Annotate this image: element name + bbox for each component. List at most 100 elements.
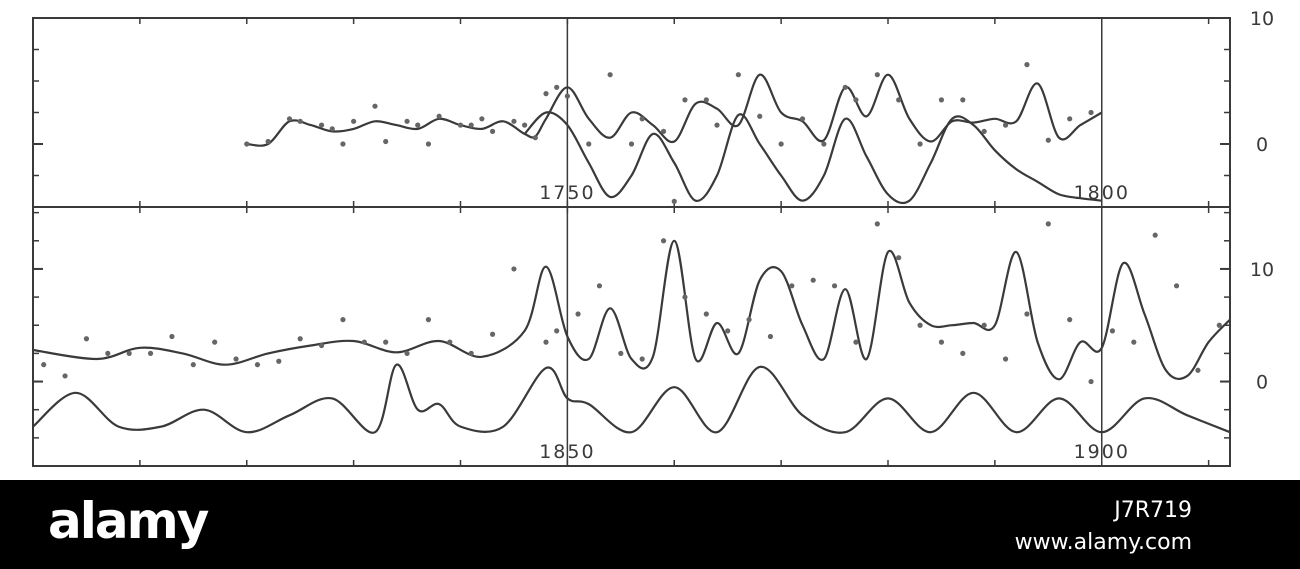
data-point [1131, 339, 1137, 345]
data-point [960, 350, 966, 356]
data-point [41, 362, 47, 368]
data-point [489, 128, 496, 134]
data-point [874, 72, 880, 78]
series-line-1-1 [32, 363, 1231, 434]
data-point [1045, 221, 1051, 227]
data-point [639, 116, 645, 122]
data-point [1067, 317, 1073, 323]
data-point [404, 350, 410, 356]
data-point [286, 116, 293, 122]
chart-figure: 1750 1800 0 10 1850 1900 0 10 [32, 8, 1275, 467]
data-point [457, 122, 464, 128]
brand-url: www.alamy.com [1014, 530, 1192, 555]
data-point [810, 277, 816, 283]
data-point [543, 91, 549, 97]
data-point [671, 198, 677, 204]
data-point [318, 342, 325, 349]
data-point [1045, 137, 1051, 143]
data-point [703, 311, 709, 317]
series-line-0-0 [246, 73, 1103, 147]
data-point [511, 118, 517, 124]
data-point [682, 294, 688, 300]
data-point [874, 221, 880, 227]
data-point [404, 118, 410, 124]
data-point [853, 97, 859, 103]
data-point [1152, 232, 1158, 238]
watermark-footer: alamy J7R719 www.alamy.com [0, 480, 1300, 569]
plot-frame [32, 17, 1231, 467]
series-line-0-1 [523, 111, 1102, 205]
data-point [436, 113, 442, 119]
data-point [340, 141, 346, 147]
data-point [244, 141, 250, 147]
data-point [1109, 328, 1116, 334]
data-point [960, 97, 966, 103]
y-tick-label: 0 [1256, 372, 1268, 394]
data-point [554, 84, 560, 90]
data-point [543, 339, 549, 345]
data-point [105, 350, 111, 356]
data-point [372, 103, 378, 109]
data-point [660, 128, 667, 134]
data-point [596, 283, 603, 289]
data-point [575, 311, 581, 317]
data-point [757, 113, 763, 119]
data-point [639, 356, 645, 362]
data-point [169, 333, 175, 340]
data-point [489, 331, 496, 337]
data-point [917, 141, 923, 147]
data-point [351, 118, 357, 124]
data-point [425, 317, 432, 323]
data-point [511, 266, 517, 272]
data-point [917, 322, 923, 328]
data-point [415, 122, 421, 128]
data-point [842, 84, 848, 90]
data-point [618, 350, 624, 356]
data-point [938, 97, 945, 103]
data-point [821, 141, 827, 147]
data-point [479, 116, 485, 122]
series-line-1-0 [32, 239, 1231, 381]
data-point [383, 339, 389, 345]
data-point [1067, 116, 1073, 122]
data-point [746, 317, 752, 323]
data-point [190, 362, 196, 368]
data-point [126, 350, 132, 356]
x-tick-label: 1750 [539, 182, 595, 204]
data-point [212, 339, 218, 345]
data-point [522, 122, 528, 128]
data-point [468, 122, 474, 128]
data-point [938, 339, 945, 345]
data-point [586, 141, 592, 147]
data-point [340, 317, 346, 323]
data-point [468, 350, 474, 356]
data-point [1024, 62, 1030, 68]
data-point [1088, 109, 1094, 116]
data-point [318, 122, 325, 128]
data-point [1195, 367, 1201, 373]
data-point [1088, 378, 1094, 385]
data-point [564, 93, 570, 99]
data-point [831, 283, 838, 289]
data-point [1173, 283, 1180, 289]
data-point [789, 283, 795, 289]
data-point [329, 126, 335, 132]
data-point [254, 362, 261, 368]
data-point [297, 118, 303, 124]
x-tick-label: 1900 [1074, 441, 1130, 463]
data-point [1002, 122, 1009, 128]
y-tick-label: 0 [1256, 134, 1268, 156]
data-point [447, 339, 453, 345]
data-point [628, 141, 635, 147]
data-point [383, 138, 389, 145]
x-tick-label: 1850 [539, 441, 595, 463]
data-point [1024, 311, 1030, 317]
data-point [1216, 322, 1222, 328]
data-point [981, 322, 987, 328]
data-point [714, 122, 720, 128]
data-point [778, 141, 784, 147]
data-point [1002, 356, 1009, 362]
data-point [896, 255, 902, 261]
data-point [265, 138, 271, 145]
